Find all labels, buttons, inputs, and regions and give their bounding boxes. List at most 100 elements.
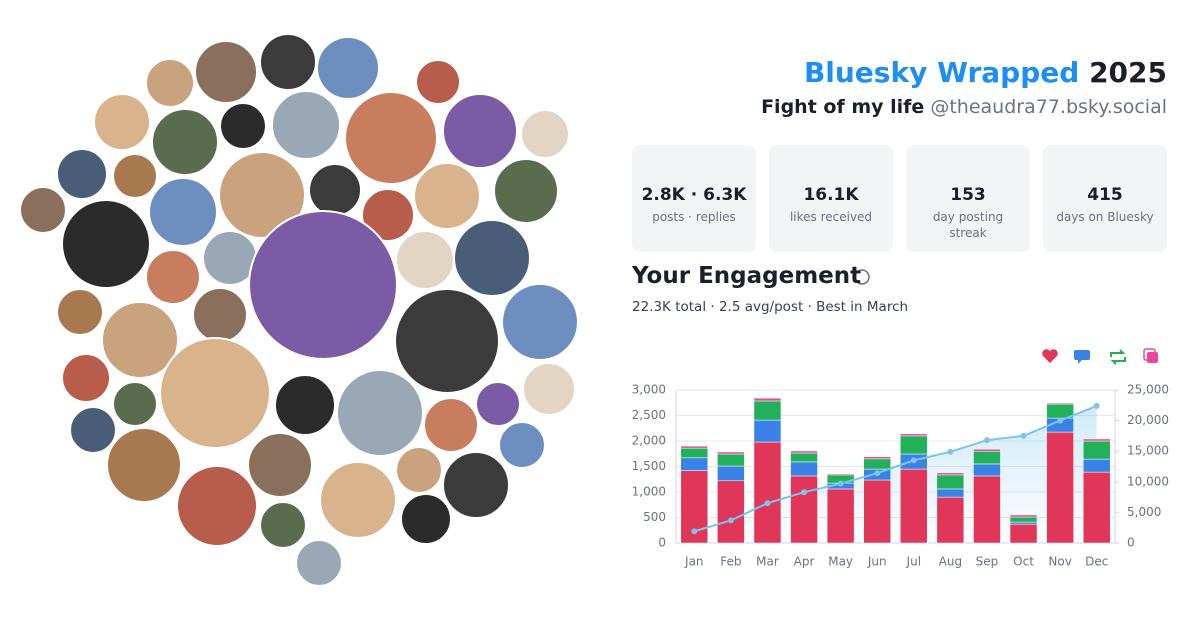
cumulative-point (874, 470, 881, 477)
bar-segment (973, 475, 1001, 544)
bar-segment (863, 479, 891, 544)
bar-segment (753, 419, 782, 443)
avatar (295, 539, 343, 587)
avatar (308, 163, 362, 217)
title: Bluesky Wrapped 2025 (804, 56, 1167, 89)
bar-segment (790, 450, 818, 454)
x-tick-label: Sep (976, 555, 999, 569)
y2-tick-label: 25,000 (1127, 383, 1169, 397)
avatar (394, 288, 500, 394)
y-tick-label: 1,000 (632, 485, 666, 499)
profile-name: Fight of my life (761, 96, 925, 118)
avatar (19, 186, 67, 234)
bar-segment (680, 445, 709, 449)
cumulative-point (947, 448, 954, 455)
avatar (248, 210, 398, 360)
bar-segment (900, 435, 928, 455)
bar-segment (1009, 521, 1038, 525)
avatar (56, 288, 104, 336)
avatar (522, 362, 576, 416)
bar-segment (973, 450, 1001, 465)
avatar (520, 109, 570, 159)
bar-segment (1082, 438, 1111, 442)
cumulative-point (1093, 402, 1100, 409)
bar-segment (753, 441, 782, 544)
x-tick-label: Nov (1048, 555, 1071, 569)
legend-icon-quotes (1147, 352, 1158, 363)
bar-segment (900, 468, 928, 544)
avatar (112, 381, 158, 427)
stat-label: days on Bluesky (1056, 210, 1154, 224)
legend-icon-likes (1042, 349, 1058, 363)
avatar (112, 153, 158, 199)
avatar (498, 421, 546, 469)
avatar (101, 301, 179, 379)
stat-label: posts · replies (652, 210, 736, 224)
cumulative-point (837, 480, 844, 487)
bar-segment (936, 474, 965, 490)
y-tick-label: 2,500 (632, 408, 666, 422)
avatar (145, 58, 195, 108)
section-title: Your Engagement (632, 263, 862, 289)
x-tick-label: Jan (684, 555, 704, 569)
cumulative-point (983, 437, 990, 444)
bar-segment (1082, 458, 1111, 473)
stat-value: 415 (1087, 185, 1123, 205)
bar-segment (936, 472, 965, 476)
bar-segment (1009, 516, 1038, 523)
stat-value: 153 (950, 185, 986, 205)
avatar (413, 162, 481, 230)
x-tick-label: Jun (867, 555, 887, 569)
icon-info (854, 269, 870, 285)
bar-segment (1046, 402, 1074, 405)
bar-segment (790, 461, 818, 477)
bar-segment (863, 458, 891, 470)
avatar (344, 91, 438, 185)
bar-segment (753, 400, 782, 421)
bar-segment (790, 452, 818, 463)
x-tick-label: May (828, 555, 853, 569)
cumulative-point (1020, 432, 1027, 439)
avatar (395, 230, 455, 290)
avatar (361, 188, 415, 242)
avatar (493, 158, 559, 224)
x-tick-label: Dec (1085, 555, 1108, 569)
bar-segment (936, 488, 965, 498)
avatar (151, 108, 219, 176)
profile: Fight of my life @theaudra77.bsky.social (761, 96, 1167, 118)
y2-tick-label: 10,000 (1127, 474, 1169, 488)
cumulative-point (727, 517, 734, 524)
avatar (69, 406, 117, 454)
stat-card: 2.8K · 6.3K posts · replies (632, 145, 756, 252)
avatar (56, 148, 108, 200)
x-tick-label: Jul (906, 555, 921, 569)
cumulative-point (764, 500, 771, 507)
y2-tick-label: 15,000 (1127, 444, 1169, 458)
x-tick-label: Aug (939, 555, 962, 569)
avatar (219, 102, 267, 150)
bar-segment (973, 448, 1001, 452)
bar-segment (717, 480, 745, 544)
bar-segment (1046, 431, 1074, 544)
y-tick-label: 1,500 (632, 459, 666, 473)
handle: @theaudra77.bsky.social (930, 96, 1167, 118)
avatar (247, 432, 313, 498)
avatar (319, 461, 397, 539)
x-tick-label: Apr (794, 555, 815, 569)
avatar (148, 177, 218, 247)
avatar (271, 90, 341, 160)
avatar (274, 374, 336, 436)
bar-segment (717, 453, 745, 467)
avatar (145, 249, 201, 305)
cumulative-point (1057, 417, 1064, 424)
stat-value: 16.1K (803, 185, 859, 205)
avatar (218, 151, 306, 239)
avatar (415, 59, 461, 105)
legend-icon-reposts (1110, 349, 1126, 365)
avatar (259, 501, 307, 549)
avatar (442, 451, 510, 519)
stat-card: 415 days on Bluesky (1043, 145, 1167, 252)
avatar (106, 427, 182, 503)
